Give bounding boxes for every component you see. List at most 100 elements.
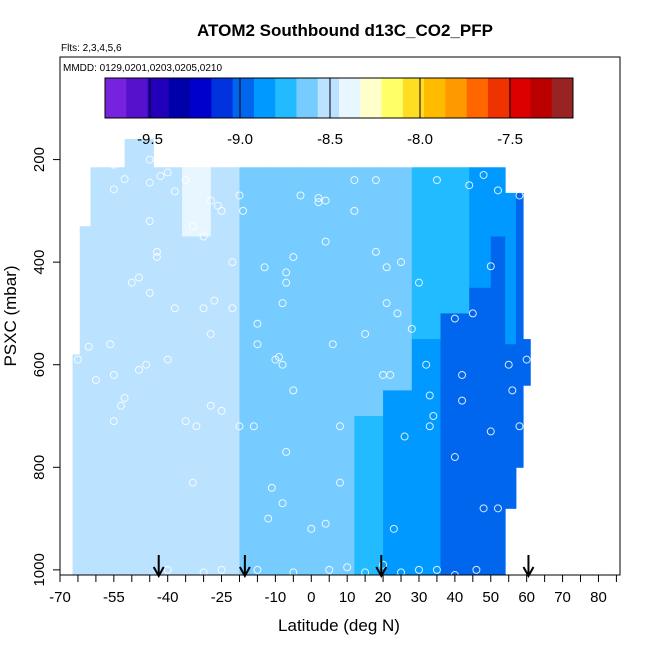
sample-point (274, 353, 283, 362)
sample-point (156, 171, 165, 180)
sample-point (432, 176, 441, 185)
sample-point (117, 401, 126, 410)
heatmap-cell (296, 167, 327, 575)
sample-point (163, 355, 172, 364)
sample-point (321, 237, 330, 246)
heatmap-cell (79, 226, 92, 575)
sample-point (278, 299, 287, 308)
colorbar-tick-label: -7.5 (497, 131, 523, 148)
heatmap-cell (411, 167, 442, 340)
sample-point (170, 187, 179, 196)
sample-point (472, 565, 481, 574)
colorbar-swatch (232, 78, 255, 118)
heatmap-cell (469, 167, 492, 289)
sample-point (407, 324, 416, 333)
heatmap-cell (153, 292, 183, 575)
heatmap-cell (490, 236, 506, 575)
x-tick-label: -70 (49, 589, 71, 606)
sample-point (213, 201, 222, 210)
x-tick-label: 60 (518, 589, 535, 606)
x-tick-label: 50 (482, 589, 499, 606)
sample-point (522, 355, 531, 364)
latitude-arrows (152, 555, 535, 579)
colorbar-frame (104, 77, 574, 119)
heatmap-cell (440, 313, 470, 575)
y-tick-label: 800 (31, 455, 48, 480)
sample-point (109, 370, 118, 379)
sample-point (217, 565, 226, 574)
sample-point (361, 568, 370, 575)
sample-point (206, 401, 215, 410)
sample-point (393, 309, 402, 318)
sample-point (486, 427, 495, 436)
sample-point (181, 417, 190, 426)
sample-point (109, 417, 118, 426)
x-tick-label: 80 (590, 589, 607, 606)
colorbar-tick-label: -8.5 (317, 131, 343, 148)
sample-point (109, 185, 118, 194)
latitude-arrow (375, 555, 388, 579)
sample-point (142, 360, 151, 369)
sample-point (188, 222, 197, 231)
colorbar-tick-label: -9.0 (227, 131, 253, 148)
sample-point (479, 504, 488, 513)
heatmap-cell (505, 344, 517, 509)
sample-point (109, 160, 118, 169)
heatmap-cells (72, 139, 531, 575)
sample-point (328, 340, 337, 349)
sample-point (361, 329, 370, 338)
sample-point (264, 514, 273, 523)
heatmap-cell (490, 167, 506, 238)
sample-point (282, 268, 291, 277)
sample-point (336, 478, 344, 487)
heatmap-cell (505, 192, 517, 345)
x-tick-label: 40 (447, 589, 464, 606)
sample-point (289, 568, 298, 575)
sample-point (145, 288, 154, 297)
colorbar-swatch (317, 78, 340, 118)
sample-point (228, 258, 237, 267)
sample-point (282, 447, 291, 456)
colorbar-swatch (275, 78, 297, 118)
x-tick-label: 70 (554, 589, 571, 606)
sample-point (397, 568, 406, 575)
heatmap-cell (268, 167, 298, 575)
sample-points (73, 155, 531, 575)
heatmap-cell (383, 390, 413, 575)
heatmap-cell (325, 364, 355, 575)
y-tick-label: 400 (31, 250, 48, 275)
heatmap-cell (354, 416, 384, 575)
heatmap-cell (239, 167, 269, 575)
heatmap-cell (210, 210, 240, 575)
sample-point (450, 314, 459, 323)
colorbar-swatch (424, 78, 446, 118)
colorbar-swatch (445, 78, 468, 118)
sample-point (429, 412, 438, 421)
colorbar-swatch (147, 78, 170, 118)
x-axis: -70 -55 -40 -25 -10 0 10 20 30 40 50 60 70 80 (49, 575, 617, 606)
sample-point (192, 422, 201, 431)
colorbar-tick-label: -8.0 (407, 131, 433, 148)
sample-point (382, 299, 391, 308)
y-tick-label: 200 (31, 147, 48, 172)
sample-point (371, 176, 380, 185)
y-axis-label: PSXC (mbar) (1, 265, 20, 366)
plot-frame (59, 56, 621, 576)
colorbar-swatch (126, 78, 148, 118)
sample-point (379, 560, 388, 569)
sample-point (414, 278, 423, 287)
sample-point (239, 206, 248, 215)
sample-point (253, 565, 262, 574)
sample-point (422, 360, 431, 369)
x-tick-label: 30 (411, 589, 428, 606)
colorbar-swatch (402, 78, 425, 118)
x-tick-label: -10 (265, 589, 287, 606)
sample-point (325, 565, 334, 574)
sample-point (181, 176, 190, 185)
y-axis: 200 400 600 800 1000 (31, 147, 60, 587)
sample-point (389, 524, 398, 533)
sample-point (84, 342, 93, 351)
colorbar-swatch (190, 78, 212, 118)
sample-point (217, 406, 226, 415)
sample-point (278, 360, 287, 369)
